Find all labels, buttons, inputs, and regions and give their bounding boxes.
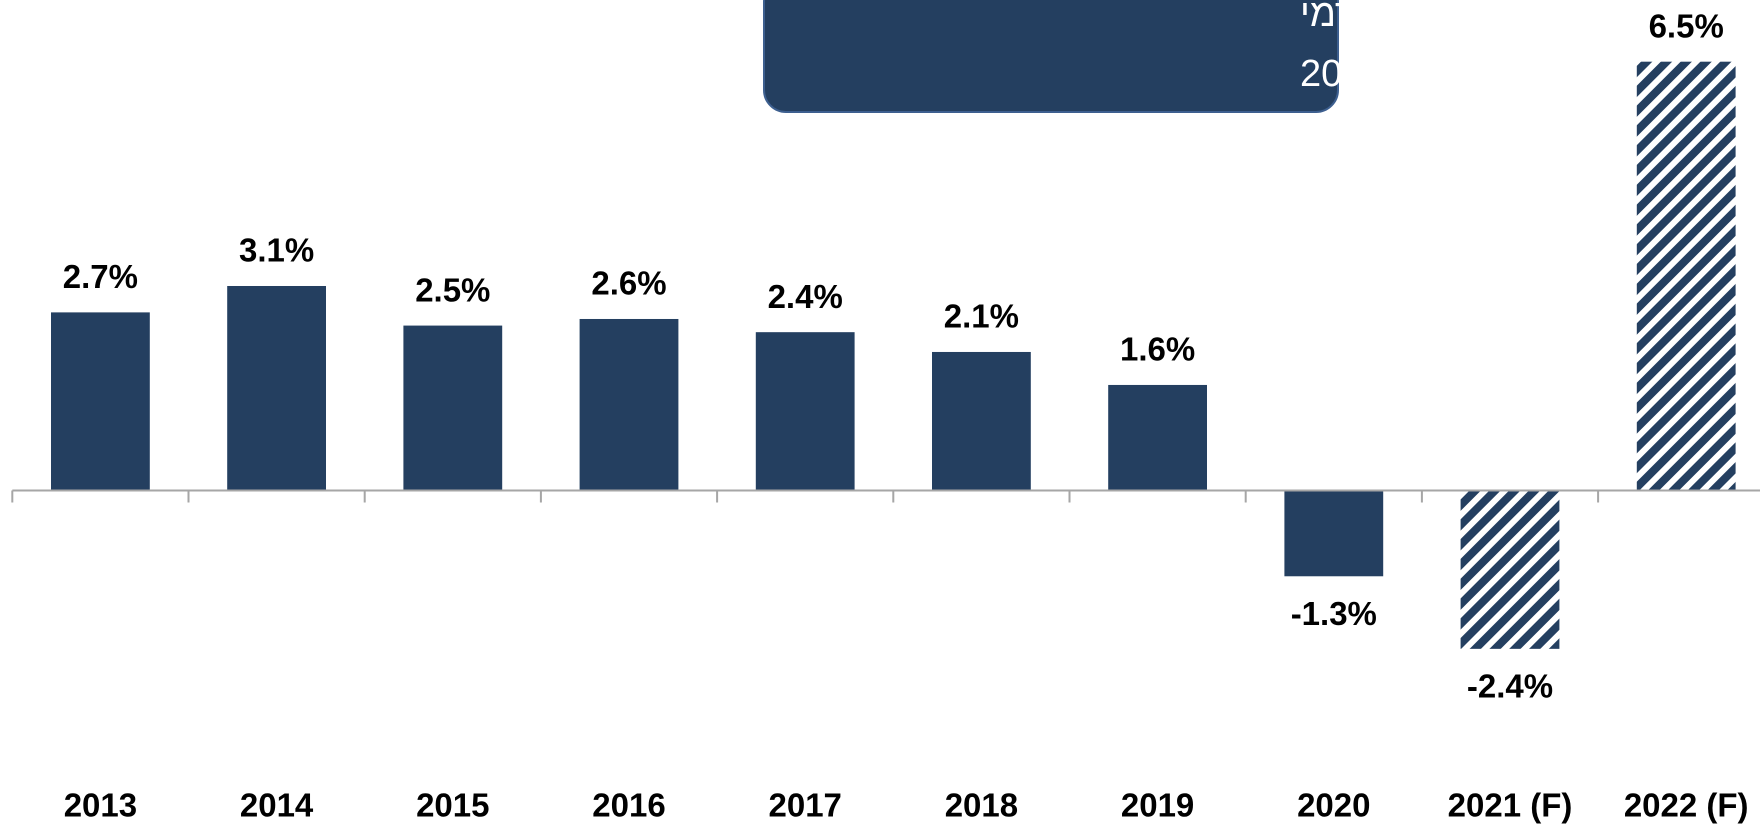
bar [51,312,150,491]
value-label: 1.6% [1120,331,1195,368]
x-tick-label: 2017 [768,787,841,824]
x-tick-label: 2014 [240,787,314,824]
value-label: 2.7% [63,258,138,295]
bar [932,351,1031,491]
bar [1284,490,1384,577]
x-tick-label: 2020 [1297,787,1370,824]
x-tick-label: 2015 [416,787,489,824]
value-label: -1.3% [1291,595,1377,632]
value-label: -2.4% [1467,668,1553,705]
value-label: 2.4% [768,278,843,315]
bar [1636,61,1736,491]
value-label: 6.5% [1649,7,1724,44]
x-tick-label: 2016 [592,787,665,824]
annotation-line: במשק בעקבות ביטול דמי [1300,0,1699,35]
x-tick-label: 2021 (F) [1448,787,1573,824]
bar [1460,490,1560,649]
x-tick-label: 2013 [64,787,137,824]
bar [755,332,855,491]
x-tick-label: 2019 [1121,787,1194,824]
bar [1108,384,1207,491]
value-label: 2.1% [944,298,1019,335]
annotation-box [763,0,1339,113]
annotation-line: החל"ת ביוני 2021 [1300,53,1582,95]
value-label: 2.5% [415,271,490,308]
x-tick-label: 2018 [945,787,1018,824]
bar [403,325,503,491]
bar [579,318,679,491]
x-tick-label: 2022 (F) [1624,787,1749,824]
value-label: 2.6% [591,265,666,302]
value-label: 3.1% [239,232,314,269]
bar [227,285,326,491]
